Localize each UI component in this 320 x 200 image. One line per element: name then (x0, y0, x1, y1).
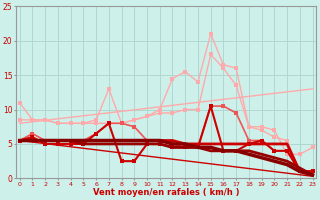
X-axis label: Vent moyen/en rafales ( km/h ): Vent moyen/en rafales ( km/h ) (93, 188, 239, 197)
